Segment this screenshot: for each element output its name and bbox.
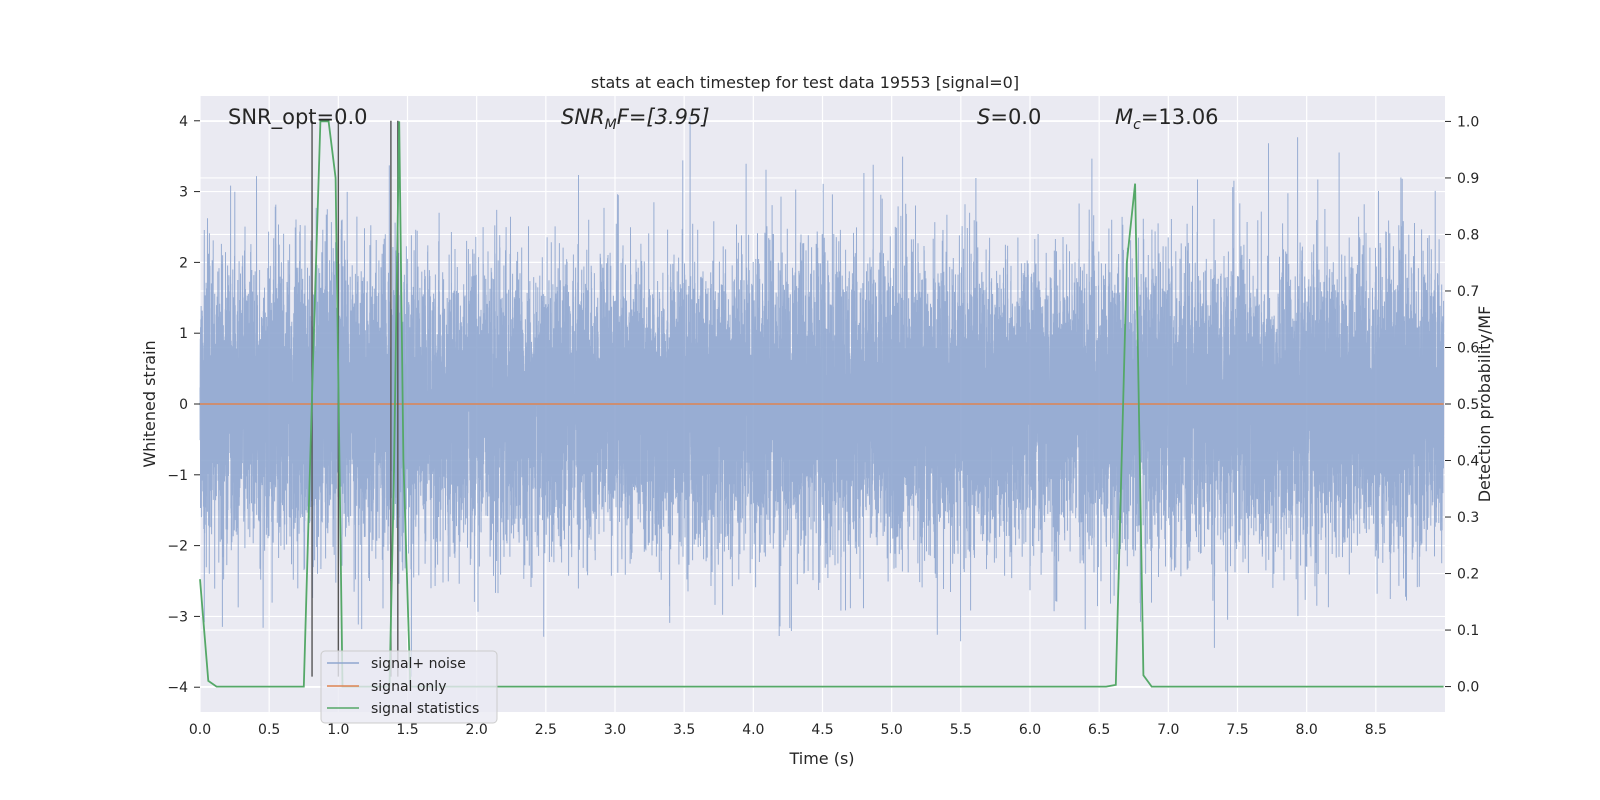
y-tick-label-right: 0.8 [1457, 227, 1479, 243]
x-tick-label: 7.0 [1157, 722, 1179, 738]
y-tick-label-right: 1.0 [1457, 114, 1479, 130]
y-tick-label-right: 0.9 [1457, 171, 1479, 187]
x-tick-label: 1.5 [396, 722, 418, 738]
y-tick-label-left: 0 [179, 397, 188, 413]
y-axis-right-label: Detection probability/MF [1475, 306, 1494, 503]
y-tick-label-left: −3 [167, 609, 188, 625]
x-tick-label: 3.0 [604, 722, 626, 738]
x-tick-label: 4.0 [742, 722, 764, 738]
y-tick-label-right: 0.2 [1457, 567, 1479, 583]
y-tick-label-left: 3 [179, 185, 188, 201]
annotation-mc-sub: c [1133, 117, 1141, 133]
x-tick-label: 5.5 [950, 722, 972, 738]
y-tick-label-right: 0.6 [1457, 340, 1479, 356]
annotation-snr-mf-rest: F=[3.95] [617, 105, 710, 129]
y-tick-label-right: 0.7 [1457, 284, 1479, 300]
x-axis-ticks: 0.0 0.5 1.0 1.5 2.0 2.5 3.0 3.5 4.0 4.5 5.0 5.5 6.0 6… [189, 722, 1387, 738]
chart-title: stats at each timestep for test data 195… [591, 73, 1019, 92]
x-tick-label: 0.5 [258, 722, 280, 738]
legend: signal+ noise signal only signal statist… [320, 650, 498, 724]
annotation-mc: Mc=13.06 [1115, 105, 1219, 133]
y-tick-label-right: 0.0 [1457, 680, 1479, 696]
x-tick-label: 0.0 [189, 722, 211, 738]
y-axis-left-label: Whitened strain [140, 340, 159, 467]
annotation-s-rest: =0.0 [990, 105, 1041, 129]
y-tick-label-right: 0.1 [1457, 623, 1479, 639]
x-tick-label: 5.0 [881, 722, 903, 738]
legend-box [320, 650, 498, 724]
y-axis-left-ticks: −4 −3 −2 −1 0 1 2 3 4 [167, 114, 200, 696]
annotation-snr-mf-main: SNR [561, 105, 605, 129]
x-tick-label: 4.5 [811, 722, 833, 738]
y-axis-right-ticks: 0.0 0.1 0.2 0.3 0.4 0.5 0.6 0.7 0.8 0.9 1.0 [1445, 114, 1479, 696]
annotation-snr-mf-sub: M [605, 117, 617, 133]
x-tick-label: 7.5 [1226, 722, 1248, 738]
annotation-mc-main: M [1115, 105, 1133, 129]
series-signal-noise [199, 117, 1445, 677]
y-tick-label-left: 4 [179, 114, 188, 130]
y-tick-label-left: 1 [179, 326, 188, 342]
x-tick-label: 1.0 [327, 722, 349, 738]
x-tick-label: 2.5 [535, 722, 557, 738]
series-signal-statistics [199, 120, 1444, 688]
y-tick-label-right: 0.5 [1457, 397, 1479, 413]
annotation-snr-opt: SNR_opt=0.0 [228, 105, 368, 130]
x-tick-label: 3.5 [673, 722, 695, 738]
legend-label-signal-only: signal only [371, 679, 446, 695]
line-signal-noise [199, 117, 1445, 677]
y-tick-label-left: −4 [167, 680, 188, 696]
x-tick-label: 6.5 [1088, 722, 1110, 738]
y-tick-label-right: 0.3 [1457, 510, 1479, 526]
annotation-snr-mf: SNRMF=[3.95] [561, 105, 710, 133]
annotation-s-main: S [977, 105, 990, 129]
legend-label-signal-statistics: signal statistics [371, 701, 479, 717]
x-axis-label: Time (s) [788, 749, 854, 768]
line-signal-statistics [199, 120, 1444, 688]
y-tick-label-left: −2 [167, 539, 188, 555]
y-tick-label-left: 2 [179, 255, 188, 271]
y-tick-label-right: 0.4 [1457, 454, 1479, 470]
legend-label-signal-noise: signal+ noise [371, 656, 466, 672]
y-tick-label-left: −1 [167, 468, 188, 484]
annotation-mc-rest: =13.06 [1141, 105, 1219, 129]
x-tick-label: 2.0 [466, 722, 488, 738]
x-tick-label: 8.5 [1365, 722, 1387, 738]
x-tick-label: 8.0 [1296, 722, 1318, 738]
annotation-s: S=0.0 [977, 105, 1041, 129]
x-tick-label: 6.0 [1019, 722, 1041, 738]
